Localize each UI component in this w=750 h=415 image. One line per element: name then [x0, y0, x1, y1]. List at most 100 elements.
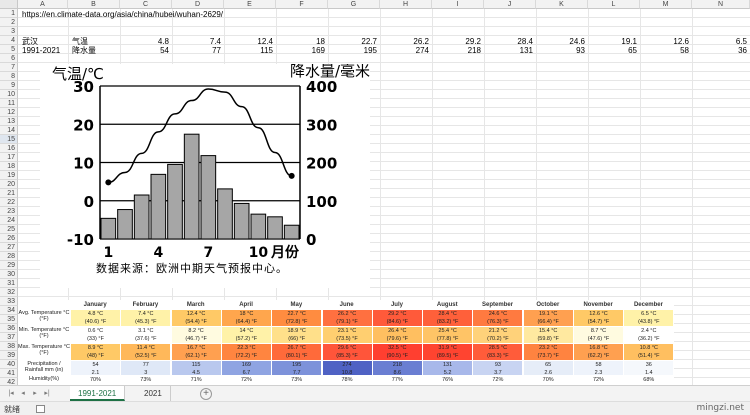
value-cell[interactable]: 218 — [467, 46, 481, 55]
table-cell-value: 0.6 °C — [87, 328, 104, 334]
row-header[interactable]: 32 — [0, 288, 18, 297]
row-header[interactable]: 34 — [0, 306, 18, 315]
value-cell[interactable]: 115 — [260, 46, 273, 55]
row-header[interactable]: 30 — [0, 270, 18, 279]
row-header[interactable]: 23 — [0, 207, 18, 216]
row-header[interactable]: 16 — [0, 144, 18, 153]
row-header[interactable]: 24 — [0, 216, 18, 225]
period-cell[interactable]: 1991-2021 — [22, 46, 61, 55]
row-header[interactable]: 6 — [0, 54, 18, 63]
column-header-n[interactable]: N — [692, 0, 750, 9]
row-header[interactable]: 40 — [0, 360, 18, 369]
row-header[interactable]: 17 — [0, 153, 18, 162]
table-cell-value: (84.6) °F — [386, 319, 409, 325]
column-header-c[interactable]: C — [120, 0, 172, 9]
value-cell[interactable]: 54 — [160, 46, 169, 55]
column-header-l[interactable]: L — [588, 0, 640, 9]
value-cell[interactable]: 12.6 — [673, 37, 689, 46]
column-header-e[interactable]: E — [224, 0, 276, 9]
precip-bar — [133, 194, 150, 240]
row-header[interactable]: 35 — [0, 315, 18, 324]
column-header-k[interactable]: K — [536, 0, 588, 9]
row-header[interactable]: 2 — [0, 18, 18, 27]
first-sheet-icon[interactable]: |◂ — [8, 390, 14, 397]
next-sheet-icon[interactable]: ▸ — [33, 390, 37, 397]
temp-label-cell[interactable]: 气温 — [72, 37, 88, 46]
value-cell[interactable]: 26.2 — [413, 37, 429, 46]
value-cell[interactable]: 58 — [680, 46, 689, 55]
add-sheet-button[interactable]: + — [200, 388, 212, 400]
row-header[interactable]: 8 — [0, 72, 18, 81]
column-header-j[interactable]: J — [484, 0, 536, 9]
value-cell[interactable]: 131 — [519, 46, 533, 55]
row-header[interactable]: 36 — [0, 324, 18, 333]
row-header[interactable]: 5 — [0, 45, 18, 54]
row-header[interactable]: 21 — [0, 189, 18, 198]
row-header[interactable]: 19 — [0, 171, 18, 180]
macro-record-icon[interactable] — [36, 405, 45, 413]
value-cell[interactable]: 169 — [311, 46, 325, 55]
column-header-d[interactable]: D — [172, 0, 224, 9]
row-header[interactable]: 25 — [0, 225, 18, 234]
prev-sheet-icon[interactable]: ◂ — [21, 390, 25, 397]
row-header[interactable]: 22 — [0, 198, 18, 207]
row-header[interactable]: 37 — [0, 333, 18, 342]
select-all-corner[interactable] — [0, 0, 18, 9]
row-header[interactable]: 28 — [0, 252, 18, 261]
row-header[interactable]: 3 — [0, 27, 18, 36]
value-cell[interactable]: 29.2 — [465, 37, 481, 46]
row-header[interactable]: 26 — [0, 234, 18, 243]
column-header-m[interactable]: M — [640, 0, 692, 9]
value-cell[interactable]: 22.7 — [361, 37, 377, 46]
row-header[interactable]: 15 — [0, 135, 18, 144]
value-cell[interactable]: 93 — [576, 46, 585, 55]
row-header[interactable]: 1 — [0, 9, 18, 18]
row-header[interactable]: 31 — [0, 279, 18, 288]
row-header[interactable]: 7 — [0, 63, 18, 72]
tab-2021[interactable]: 2021 — [136, 386, 171, 401]
value-cell[interactable]: 65 — [628, 46, 637, 55]
column-header-b[interactable]: B — [68, 0, 120, 9]
value-cell[interactable]: 36 — [738, 46, 747, 55]
value-cell[interactable]: 18 — [316, 37, 325, 46]
value-cell[interactable]: 6.5 — [735, 37, 747, 46]
grid-line-h — [18, 71, 750, 72]
row-header[interactable]: 29 — [0, 261, 18, 270]
value-cell[interactable]: 4.8 — [157, 37, 169, 46]
column-header-f[interactable]: F — [276, 0, 328, 9]
value-cell[interactable]: 274 — [415, 46, 429, 55]
row-header[interactable]: 11 — [0, 99, 18, 108]
column-header-g[interactable]: G — [328, 0, 380, 9]
climate-table: January February March April May June July Augu… — [18, 300, 674, 385]
url-cell[interactable]: https://en.climate-data.org/asia/china/h… — [22, 10, 224, 19]
value-cell[interactable]: 19.1 — [621, 37, 637, 46]
row-header[interactable]: 9 — [0, 81, 18, 90]
column-header-a[interactable]: A — [18, 0, 68, 9]
row-header[interactable]: 13 — [0, 117, 18, 126]
row-header[interactable]: 42 — [0, 378, 18, 385]
row-header[interactable]: 27 — [0, 243, 18, 252]
column-header-h[interactable]: H — [380, 0, 432, 9]
tab-1991-2021[interactable]: 1991-2021 — [70, 386, 126, 401]
row-header[interactable]: 4 — [0, 36, 18, 45]
row-header[interactable]: 39 — [0, 351, 18, 360]
column-header-i[interactable]: I — [432, 0, 484, 9]
value-cell[interactable]: 77 — [212, 46, 221, 55]
value-cell[interactable]: 12.4 — [257, 37, 273, 46]
row-header[interactable]: 14 — [0, 126, 18, 135]
row-header[interactable]: 20 — [0, 180, 18, 189]
row-header[interactable]: 38 — [0, 342, 18, 351]
value-cell[interactable]: 7.4 — [209, 37, 221, 46]
last-sheet-icon[interactable]: ▸| — [44, 390, 50, 397]
row-header[interactable]: 41 — [0, 369, 18, 378]
row-header[interactable]: 33 — [0, 297, 18, 306]
value-cell[interactable]: 195 — [363, 46, 377, 55]
city-cell[interactable]: 武汉 — [22, 37, 38, 46]
precip-label-cell[interactable]: 降水量 — [72, 46, 96, 55]
row-header[interactable]: 18 — [0, 162, 18, 171]
value-cell[interactable]: 28.4 — [517, 37, 533, 46]
value-cell[interactable]: 24.6 — [569, 37, 585, 46]
row-header[interactable]: 10 — [0, 90, 18, 99]
row-header[interactable]: 12 — [0, 108, 18, 117]
